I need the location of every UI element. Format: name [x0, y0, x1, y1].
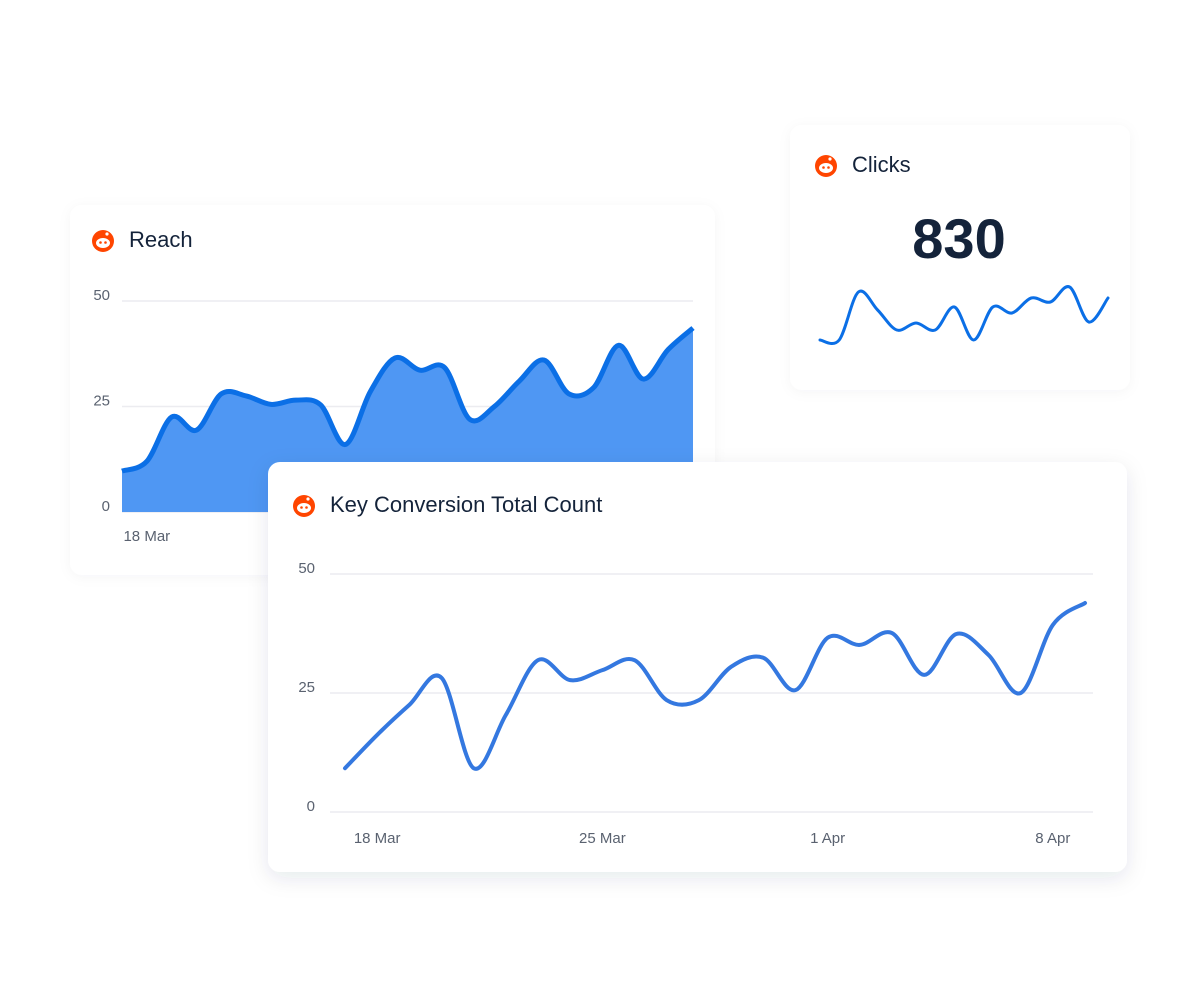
y-tick-label: 25: [298, 679, 315, 696]
x-tick-label: 8 Apr: [1035, 830, 1070, 847]
sparkline: [818, 285, 1110, 346]
y-tick-label: 50: [93, 287, 110, 304]
y-tick-label: 0: [102, 498, 110, 515]
reddit-icon: [815, 155, 837, 177]
x-tick-label: 18 Mar: [123, 528, 170, 545]
card-title: Reach: [129, 227, 193, 252]
conversion-card: Key Conversion Total Count 0 25 50 18 Mar 25…: [268, 462, 1127, 872]
y-tick-label: 50: [298, 560, 315, 577]
y-tick-label: 0: [307, 798, 315, 815]
card-title: Clicks: [852, 152, 911, 177]
clicks-card: Clicks 830: [790, 125, 1130, 390]
reddit-icon: [92, 230, 114, 252]
card-title: Key Conversion Total Count: [330, 492, 602, 517]
card: [790, 125, 1130, 390]
y-tick-label: 25: [93, 392, 110, 409]
card: [268, 462, 1127, 872]
area-line: [121, 326, 695, 474]
x-tick-label: 1 Apr: [810, 830, 845, 847]
line: [343, 601, 1087, 771]
x-tick-label: 25 Mar: [579, 830, 626, 847]
x-tick-label: 18 Mar: [354, 830, 401, 847]
metric-value: 830: [912, 207, 1005, 270]
reddit-icon: [293, 495, 315, 517]
